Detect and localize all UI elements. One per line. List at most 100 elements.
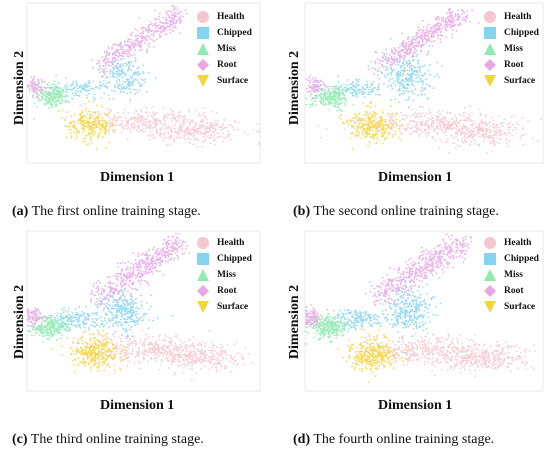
scatter-point xyxy=(420,123,422,126)
scatter-point xyxy=(380,117,383,120)
scatter-point xyxy=(134,314,137,316)
scatter-point xyxy=(48,86,51,89)
scatter-point xyxy=(370,126,373,128)
scatter-point xyxy=(127,112,130,114)
series-surface xyxy=(61,100,135,150)
plot-frame xyxy=(26,2,261,164)
scatter-point xyxy=(418,66,420,69)
scatter-point xyxy=(209,142,212,145)
scatter-point xyxy=(103,324,106,327)
scatter-point xyxy=(390,105,392,107)
scatter-point xyxy=(91,59,94,62)
scatter-point xyxy=(179,338,182,341)
scatter-point xyxy=(191,368,194,371)
scatter-point xyxy=(63,95,66,98)
scatter-point xyxy=(55,87,57,90)
scatter-point xyxy=(189,131,192,134)
scatter-point xyxy=(121,356,124,359)
scatter-point xyxy=(389,37,392,40)
scatter-point xyxy=(36,90,39,93)
scatter-point xyxy=(436,61,439,64)
scatter-point xyxy=(99,296,102,299)
scatter-point xyxy=(122,87,125,90)
scatter-point xyxy=(116,82,118,85)
scatter-point xyxy=(432,117,434,120)
scatter-point xyxy=(439,25,442,27)
scatter-point xyxy=(389,72,392,75)
scatter-point xyxy=(122,314,125,316)
scatter-point xyxy=(398,87,401,90)
scatter-point xyxy=(92,101,95,103)
scatter-point xyxy=(126,335,129,338)
scatter-point xyxy=(410,108,413,111)
scatter-point xyxy=(327,95,330,98)
scatter-point xyxy=(374,133,377,136)
scatter-point xyxy=(367,115,370,118)
scatter-point xyxy=(420,50,422,53)
scatter-point xyxy=(467,117,470,120)
scatter-point xyxy=(390,56,393,58)
scatter-point xyxy=(442,117,445,120)
scatter-point xyxy=(128,65,131,67)
scatter-point xyxy=(407,80,410,83)
scatter-point xyxy=(182,358,185,361)
scatter-point xyxy=(28,88,31,90)
scatter-point xyxy=(113,119,116,122)
scatter-point xyxy=(141,84,144,86)
scatter-point xyxy=(391,69,394,72)
scatter-point xyxy=(105,58,108,61)
legend-label: Health xyxy=(217,12,245,22)
scatter-point xyxy=(433,39,436,42)
scatter-point xyxy=(491,136,493,138)
scatter-point xyxy=(134,60,137,63)
scatter-point xyxy=(416,69,419,72)
scatter-point xyxy=(344,89,347,92)
scatter-point xyxy=(136,29,139,32)
scatter-point xyxy=(151,24,154,27)
scatter-point xyxy=(190,364,193,367)
scatter-point xyxy=(469,143,472,146)
scatter-point xyxy=(121,334,124,337)
scatter-point xyxy=(388,57,390,59)
scatter-point xyxy=(167,113,170,116)
scatter-point xyxy=(486,135,489,138)
scatter-point xyxy=(35,92,38,95)
scatter-point xyxy=(58,110,61,113)
scatter-point xyxy=(191,354,194,357)
scatter-point xyxy=(220,129,223,131)
scatter-point xyxy=(505,138,508,141)
scatter-point xyxy=(393,47,396,49)
scatter-point xyxy=(118,305,120,308)
scatter-point xyxy=(407,63,409,66)
scatter-point xyxy=(181,371,184,374)
scatter-point xyxy=(61,117,63,120)
scatter-point xyxy=(417,62,420,65)
scatter-point xyxy=(70,320,73,323)
scatter-point xyxy=(126,40,129,43)
scatter-point xyxy=(111,52,114,55)
scatter-point xyxy=(98,71,101,74)
scatter-point xyxy=(144,37,147,39)
scatter-point xyxy=(128,343,131,346)
scatter-point xyxy=(456,131,459,134)
scatter-point xyxy=(483,139,485,142)
scatter-point xyxy=(414,80,417,83)
scatter-point xyxy=(345,99,347,101)
scatter-point xyxy=(515,121,518,124)
scatter-point xyxy=(207,130,210,133)
scatter-point xyxy=(509,121,512,124)
scatter-point xyxy=(146,126,149,128)
scatter-point xyxy=(457,18,460,21)
scatter-point xyxy=(425,78,427,81)
scatter-point xyxy=(375,51,378,54)
scatter-point xyxy=(95,104,98,107)
scatter-point xyxy=(236,341,238,344)
scatter-point xyxy=(154,354,156,357)
scatter-point xyxy=(367,93,370,95)
scatter-point xyxy=(447,9,450,12)
scatter-point xyxy=(177,354,180,357)
scatter-point xyxy=(427,50,430,53)
scatter-point xyxy=(492,119,495,122)
scatter-point xyxy=(89,126,92,129)
scatter-point xyxy=(115,345,118,348)
